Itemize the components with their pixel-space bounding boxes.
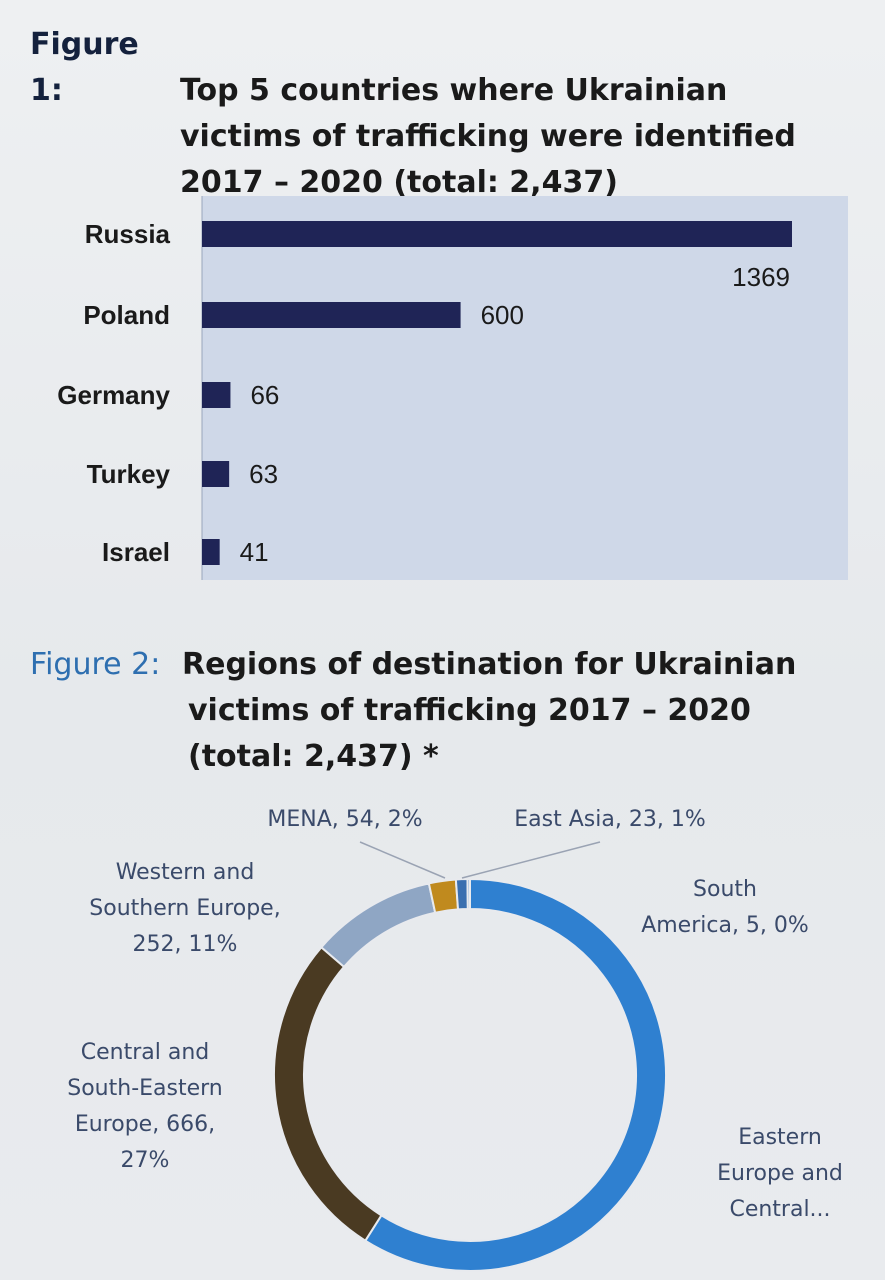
slice-label-line: East Asia, 23, 1% [514,807,706,832]
slice-label-line: Eastern [738,1125,822,1150]
slice-label-line: South [693,877,757,902]
slice-label-line: Europe and [717,1161,843,1186]
data-label-turkey: 63 [249,459,278,489]
leader-line-east-asia [461,841,601,879]
slice-label-line: 252, 11% [132,932,238,957]
leader-line-mena [359,841,446,879]
category-label-russia: Russia [85,219,171,249]
figure2-title: Figure 2: Regions of destination for Ukra… [30,642,850,780]
slice-western-and-southern-europe [319,882,437,969]
slice-mena [427,878,460,914]
slice-label-mena: MENA, 54, 2% [235,802,455,838]
category-label-germany: Germany [57,380,170,410]
bar-russia [202,221,792,247]
slice-central-and-south-eastern-europe [273,945,383,1243]
slice-label-line: Central... [729,1197,831,1222]
figure1-label: Figure 1: [30,27,139,108]
data-label-israel: 41 [240,537,269,567]
slice-label-south-america: South America, 5, 0% [610,872,840,944]
bar-turkey [202,461,230,487]
data-label-poland: 600 [481,300,524,330]
bar-poland [202,302,461,328]
slice-eastern-europe-and-central [363,877,667,1272]
figure1-title-line1: Top 5 countries where Ukrainian [180,73,728,108]
category-label-israel: Israel [102,537,170,567]
figure2-title-line3: (total: 2,437) * [188,739,439,774]
slice-label-line: MENA, 54, 2% [267,807,423,832]
slice-south-america [466,877,471,911]
data-label-russia: 1369 [732,262,790,292]
slice-label-line: 27% [120,1148,170,1173]
slice-label-line: Europe, 666, [74,1112,216,1137]
plot-area [202,196,848,580]
slice-label-line: Southern Europe, [89,896,281,921]
figure1-title-line3: 2017 – 2020 (total: 2,437) [180,165,618,200]
bar-germany [202,382,231,408]
bar-chart: Russia 1369 Poland 600 Germany 66 Turkey 63 Isra… [57,196,848,580]
slice-label-line: Central and [80,1040,210,1065]
slice-east-asia [454,878,469,911]
slice-label-line: South-Eastern [67,1076,223,1101]
donut-svg [273,841,667,1272]
figure2-label: Figure 2: [30,647,161,682]
slice-label-eastern-europe-and-central: Eastern Europe and Central... [690,1120,870,1228]
figure1-title-line2: victims of trafficking were identified [180,119,796,154]
data-label-germany: 66 [250,380,279,410]
figure2-title-line1: Regions of destination for Ukrainian [182,647,797,682]
category-label-poland: Poland [83,300,170,330]
figure1-title: Figure 1: Top 5 countries where Ukrainian… [30,22,850,206]
slice-label-central-and-south-eastern-europe: Central and South-Eastern Europe, 666, 27% [40,1035,250,1179]
category-label-turkey: Turkey [87,459,171,489]
donut-chart: Eastern Europe and Central... Central and So… [0,790,885,1280]
bar-israel [202,539,220,565]
slice-label-line: America, 5, 0% [641,913,809,938]
slice-label-east-asia: East Asia, 23, 1% [490,802,730,838]
figure2-title-line2: victims of trafficking 2017 – 2020 [188,693,751,728]
slice-label-line: Western and [115,860,255,885]
slice-label-western-and-southern-europe: Western and Southern Europe, 252, 11% [55,855,315,963]
